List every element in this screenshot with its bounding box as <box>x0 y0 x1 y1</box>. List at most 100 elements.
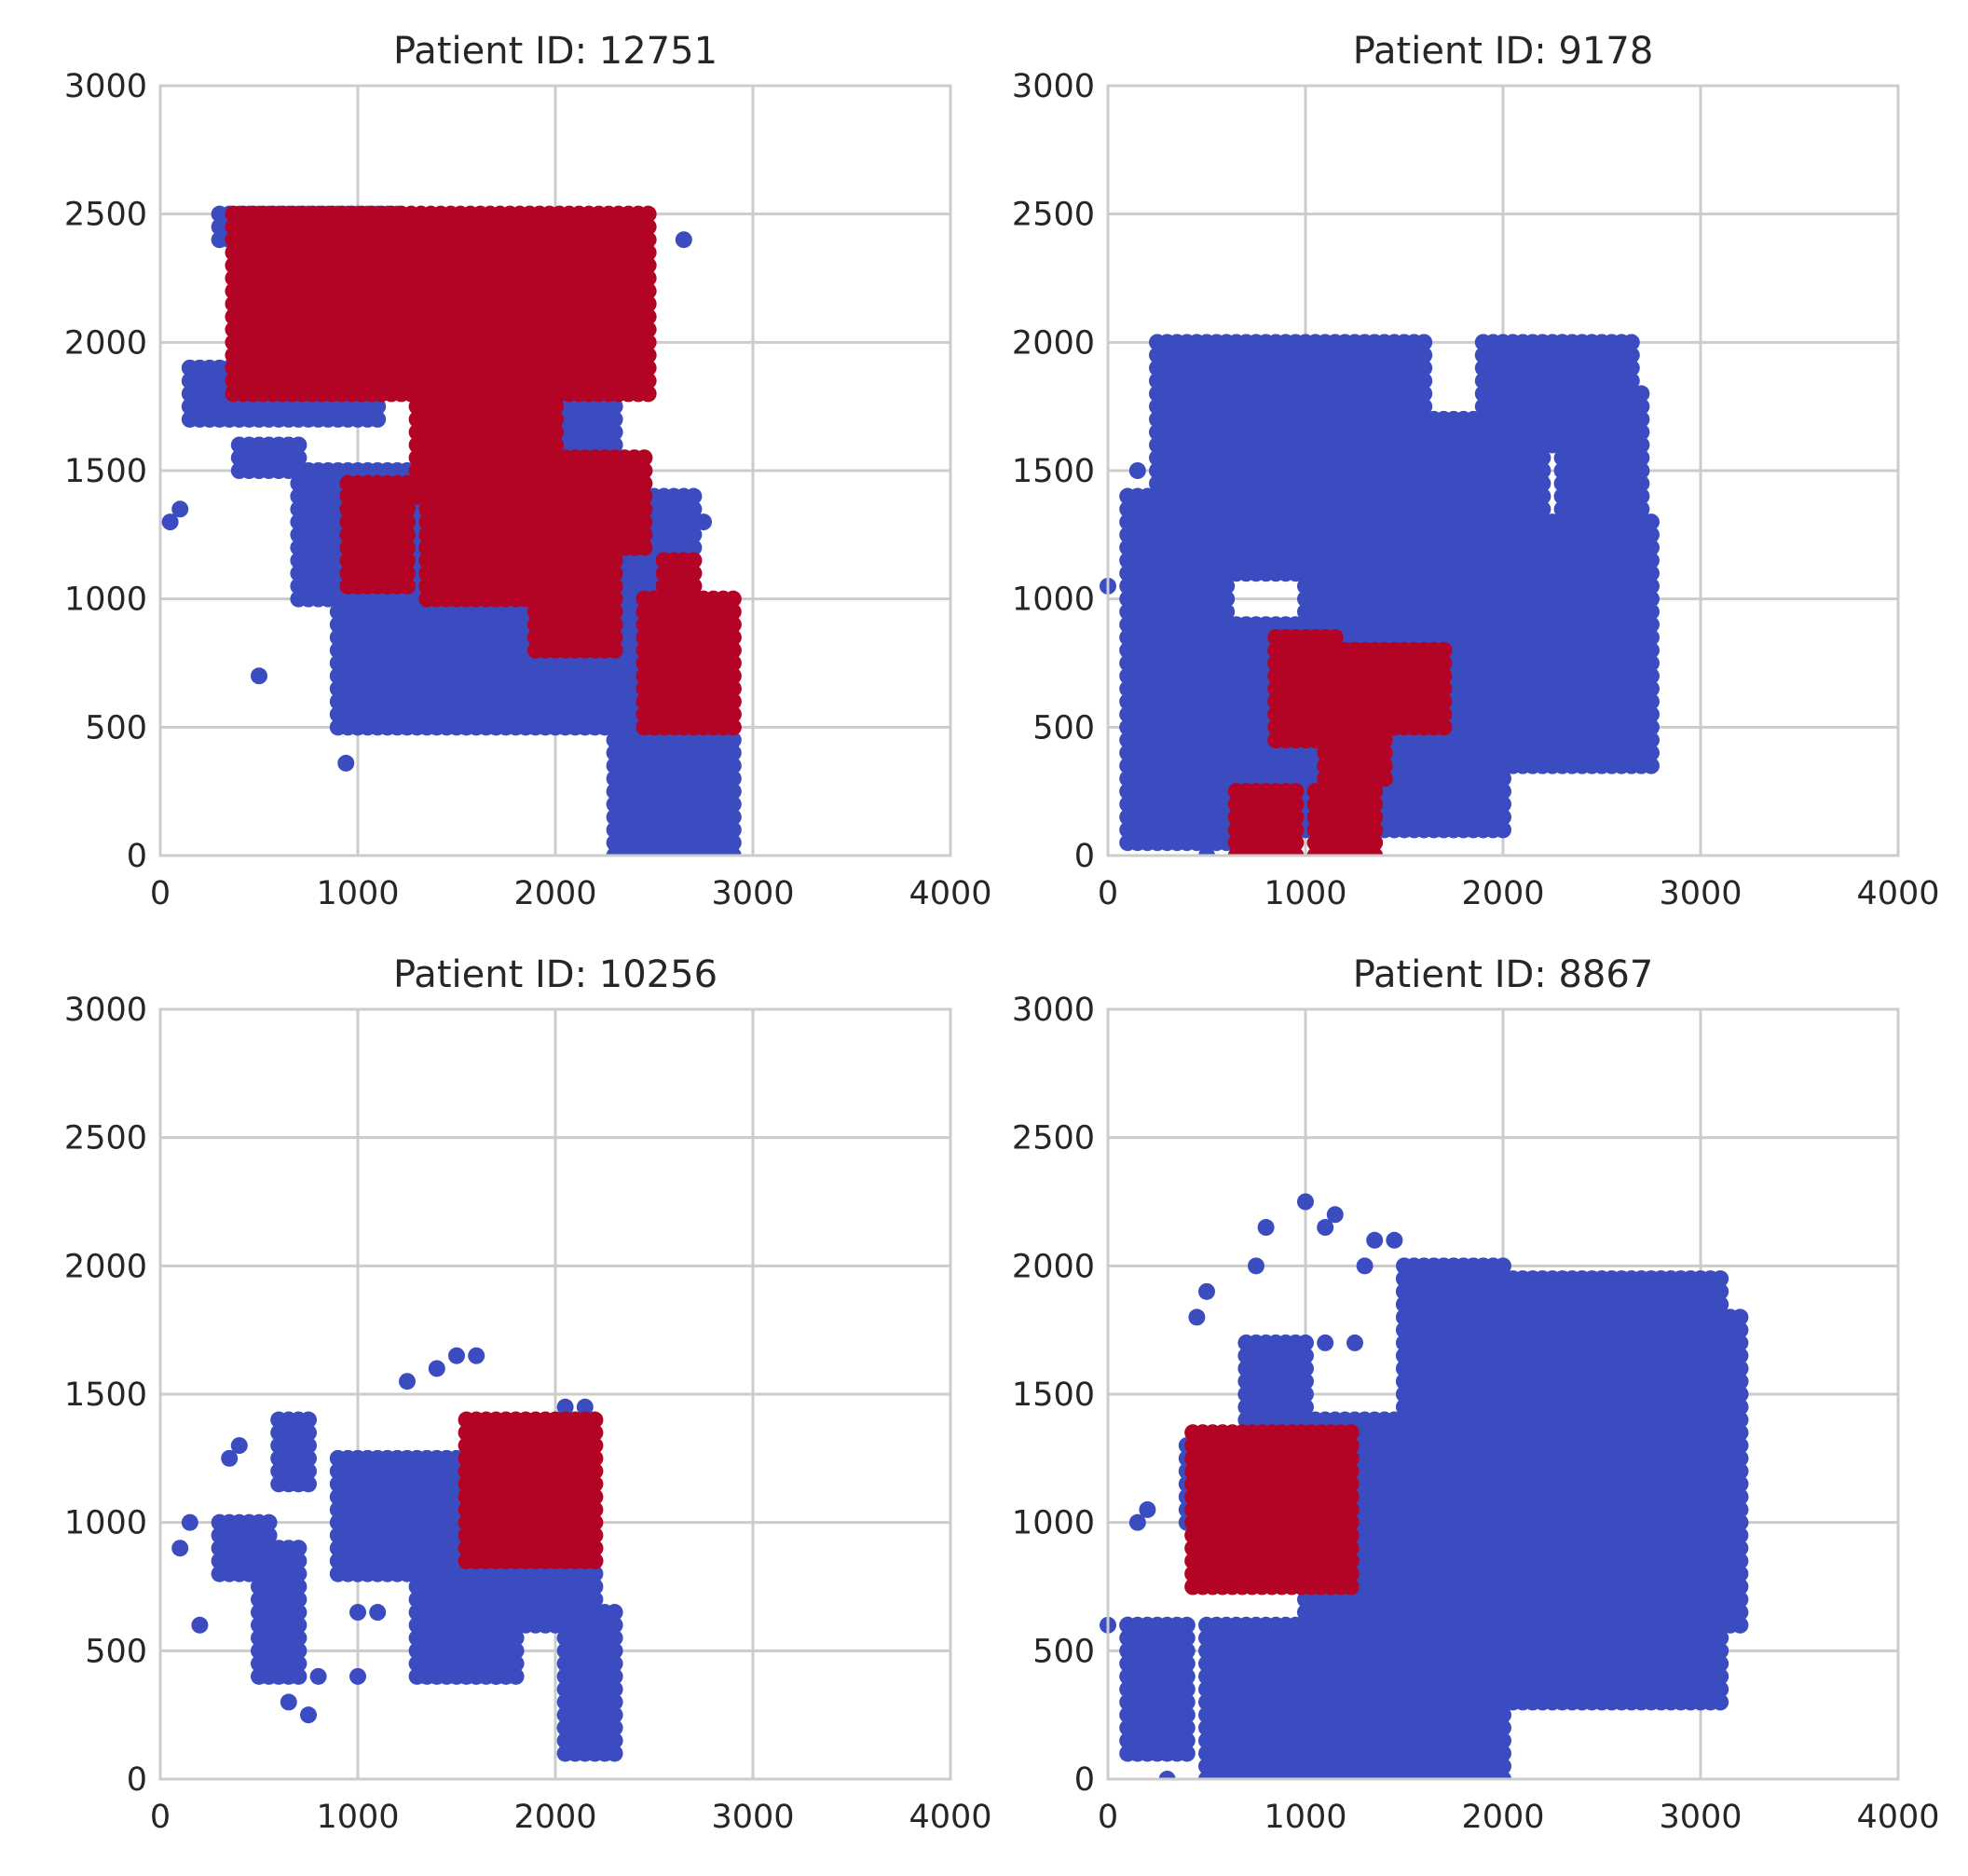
scatter-point <box>724 732 742 749</box>
scatter-point <box>1415 385 1433 403</box>
scatter-point <box>448 603 465 621</box>
scatter-point <box>724 667 742 685</box>
scatter-point <box>1643 732 1660 749</box>
scatter-point <box>1495 692 1511 710</box>
scatter-point <box>1495 680 1511 698</box>
scatter-point <box>639 295 657 313</box>
scatter-point <box>724 590 742 608</box>
y-tick-label: 0 <box>127 838 147 875</box>
scatter-point <box>399 474 416 492</box>
scatter-point <box>1495 757 1511 774</box>
scatter-point <box>1218 603 1236 621</box>
scatter-point <box>639 347 657 364</box>
scatter-point <box>1415 372 1433 390</box>
scatter-point <box>639 282 657 300</box>
x-tick-label: 4000 <box>909 875 991 912</box>
scatter-point <box>1495 744 1511 761</box>
series-2 <box>225 205 742 736</box>
scatter-point <box>547 372 564 390</box>
scatter-point <box>1317 616 1334 634</box>
scatter-point <box>675 231 692 249</box>
scatter-point <box>399 514 416 531</box>
series-1 <box>1100 334 1660 856</box>
scatter-point <box>606 616 623 634</box>
scatter-point <box>639 269 657 287</box>
scatter-point <box>724 654 742 672</box>
y-tick-label: 2000 <box>64 324 147 362</box>
x-tick-label: 1000 <box>316 875 399 912</box>
scatter-point <box>1643 757 1660 774</box>
scatter-point <box>1643 667 1660 685</box>
scatter-point <box>1495 821 1511 839</box>
scatter-point <box>1643 744 1660 761</box>
scatter-point <box>685 539 703 556</box>
scatter-point <box>685 487 703 505</box>
scatter-point <box>290 449 308 467</box>
scatter-point <box>1622 347 1640 364</box>
scatter-point <box>639 218 657 236</box>
scatter-point <box>636 474 653 492</box>
scatter-point <box>685 603 703 621</box>
scatter-point <box>1643 603 1660 621</box>
scatter-point <box>724 783 742 801</box>
scatter-point <box>1218 590 1236 608</box>
scatter-point <box>606 603 623 621</box>
scatter-point <box>1622 334 1640 351</box>
scatter-point <box>1218 565 1236 582</box>
scatter-point <box>724 641 742 659</box>
scatter-point <box>606 398 623 416</box>
subplot-title: Patient ID: 12751 <box>393 30 718 73</box>
scatter-point <box>399 565 416 582</box>
scatter-point <box>606 641 623 659</box>
subplot-2: 0 1000 2000 3000 400005001000150020002500300… <box>1012 30 1940 912</box>
scatter-point <box>724 770 742 787</box>
scatter-point <box>724 834 742 852</box>
scatter-point <box>1218 577 1236 595</box>
scatter-point <box>1622 372 1640 390</box>
scatter-point <box>636 539 653 556</box>
scatter-point <box>639 256 657 274</box>
scatter-point <box>1218 526 1236 543</box>
x-tick-label: 2000 <box>513 875 596 912</box>
scatter-point <box>639 243 657 261</box>
scatter-point <box>399 539 416 556</box>
scatter-point <box>639 321 657 338</box>
scatter-point <box>399 526 416 543</box>
y-tick-label: 3000 <box>64 68 147 105</box>
subplot-1: 0 1000 2000 3000 400005001000150020002500300… <box>64 30 992 912</box>
scatter-point <box>636 500 653 518</box>
scatter-point <box>606 590 623 608</box>
scatter-point <box>639 372 657 390</box>
scatter-point <box>1643 616 1660 634</box>
scatter-point <box>724 628 742 646</box>
scatter-point <box>606 410 623 428</box>
scatter-point <box>636 514 653 531</box>
scatter-point <box>1643 719 1660 736</box>
scatter-point <box>1643 577 1660 595</box>
scatter-point <box>685 552 703 569</box>
scatter-point <box>606 628 623 646</box>
scatter-point <box>1495 719 1511 736</box>
scatter-point <box>1495 783 1511 801</box>
scatter-point <box>448 654 465 672</box>
scatter-point <box>636 487 653 505</box>
scatter-point <box>1218 539 1236 556</box>
scatter-point <box>639 231 657 249</box>
scatter-point <box>369 398 387 416</box>
scatter-point <box>1643 552 1660 569</box>
scatter-point <box>171 500 189 518</box>
scatter-point <box>606 565 623 582</box>
scatter-point <box>724 680 742 698</box>
scatter-point <box>724 692 742 710</box>
scatter-point <box>547 410 564 428</box>
scatter-point <box>1495 770 1511 787</box>
y-tick-label: 1000 <box>64 582 147 619</box>
scatter-point <box>1495 732 1511 749</box>
scatter-point <box>448 667 465 685</box>
scatter-point <box>639 334 657 351</box>
scatter-point <box>1495 808 1511 826</box>
scatter-point <box>399 500 416 518</box>
scatter-point <box>1643 565 1660 582</box>
y-tick-label: 2500 <box>64 197 147 234</box>
